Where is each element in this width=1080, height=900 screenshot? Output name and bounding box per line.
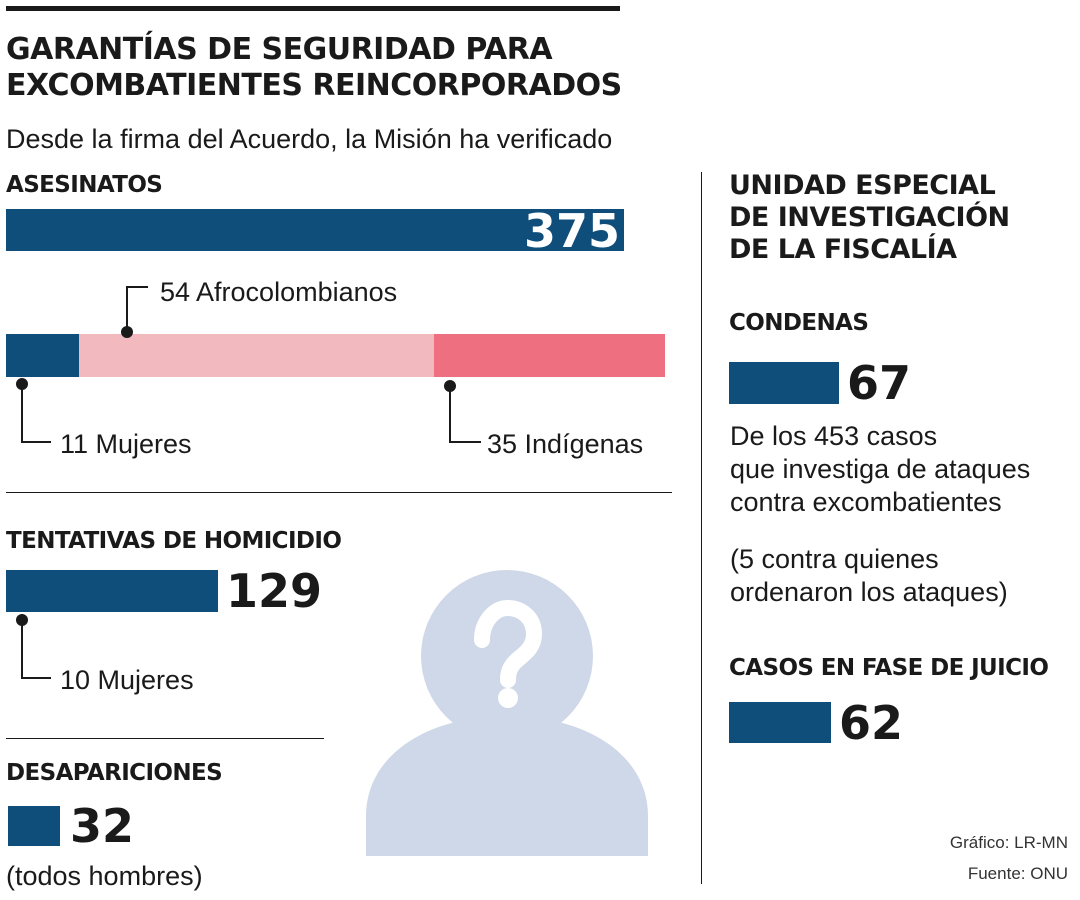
leader-mujeres-horizontal [21, 441, 51, 443]
afrocolombianos-label: 54 Afrocolombianos [160, 277, 398, 307]
segment-indigenas [434, 334, 665, 377]
page-title: GARANTÍAS DE SEGURIDAD PARA EXCOMBATIENT… [6, 32, 706, 104]
condenas-note-line-2: que investiga de ataques [730, 454, 1031, 484]
question-mark-curve [474, 599, 543, 688]
asesinatos-bar: 375 [6, 204, 624, 258]
desapariciones-label: DESAPARICIONES [6, 760, 223, 786]
tentativas-total: 129 [226, 564, 323, 618]
divider-asesinatos [6, 492, 672, 493]
leader-indigenas-horizontal [449, 441, 481, 443]
desapariciones-note: (todos hombres) [6, 861, 203, 891]
question-mark-dot [498, 688, 518, 708]
condenas-label: CONDENAS [729, 310, 869, 336]
condenas-note-line-3: contra excombatientes [730, 487, 1002, 517]
condenas-note: De los 453 casos que investiga de ataque… [730, 420, 1030, 519]
segment-afrocolombianos [79, 334, 434, 377]
unidad-title: UNIDAD ESPECIAL DE INVESTIGACIÓN DE LA F… [729, 170, 1010, 266]
segment-mujeres [6, 334, 79, 377]
juicio-bar [729, 702, 831, 743]
condenas-note-2: (5 contra quienes ordenaron los ataques) [730, 543, 1008, 609]
juicio-label: CASOS EN FASE DE JUICIO [729, 655, 1049, 681]
indigenas-label: 35 Indígenas [487, 429, 644, 459]
condenas-total: 67 [847, 356, 912, 410]
mujeres-label: 11 Mujeres [60, 429, 192, 459]
page-subtitle: Desde la firma del Acuerdo, la Misión ha… [6, 124, 613, 154]
divider-tentativas [6, 738, 324, 739]
leader-tentativas-horizontal [21, 677, 51, 679]
unidad-title-line-3: DE LA FISCALÍA [729, 234, 957, 265]
title-line-2: EXCOMBATIENTES REINCORPORADOS [6, 68, 622, 103]
asesinatos-total: 375 [523, 204, 620, 258]
credit-fuente: Fuente: ONU [967, 864, 1068, 883]
unidad-title-line-2: DE INVESTIGACIÓN [729, 202, 1010, 233]
desapariciones-bar [8, 806, 60, 846]
condenas-note-line-1: De los 453 casos [730, 421, 938, 451]
tentativas-label: TENTATIVAS DE HOMICIDIO [6, 528, 342, 554]
asesinatos-label: ASESINATOS [6, 172, 163, 198]
tentativas-bar [6, 570, 218, 612]
leader-indigenas-vertical [449, 386, 451, 442]
unidad-title-line-1: UNIDAD ESPECIAL [729, 170, 996, 201]
tentativas-mujeres-label: 10 Mujeres [60, 665, 194, 695]
silhouette-head [421, 570, 593, 742]
asesinatos-breakdown-bar [6, 334, 665, 377]
credit-grafico: Gráfico: LR-MN [949, 833, 1068, 852]
person-question-icon [366, 570, 648, 856]
leader-tentativas-vertical [21, 620, 23, 678]
title-line-1: GARANTÍAS DE SEGURIDAD PARA [6, 32, 553, 67]
dot-afro [121, 326, 133, 338]
desapariciones-total: 32 [70, 799, 135, 853]
silhouette-body [366, 716, 648, 856]
leader-afro-vertical [126, 286, 128, 332]
leader-mujeres-vertical [21, 384, 23, 442]
condenas-note2-line-1: (5 contra quienes [730, 544, 939, 574]
juicio-total: 62 [839, 696, 904, 750]
condenas-note2-line-2: ordenaron los ataques) [730, 577, 1008, 607]
top-rule [6, 6, 620, 11]
column-separator [701, 172, 702, 884]
condenas-bar [729, 362, 839, 404]
leader-afro-horizontal [126, 286, 148, 288]
